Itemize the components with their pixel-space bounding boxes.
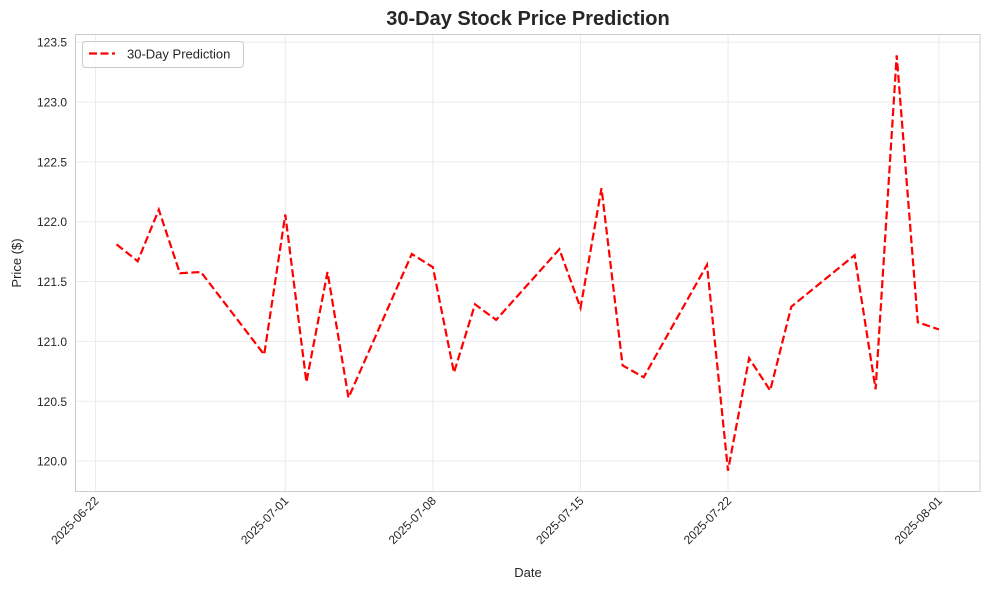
y-tick-label: 121.0: [37, 335, 67, 349]
x-tick-label: 2025-07-22: [681, 493, 735, 547]
x-tick-label: 2025-08-01: [892, 493, 946, 547]
legend: 30-Day Prediction: [83, 42, 244, 68]
x-tick-label: 2025-07-08: [386, 493, 440, 547]
prediction-line: [117, 55, 939, 470]
series-layer: [117, 55, 939, 470]
y-axis-label: Price ($): [9, 238, 24, 287]
y-tick-label: 123.5: [37, 36, 67, 50]
x-tick-label: 2025-06-22: [48, 493, 102, 547]
y-tick-label: 121.5: [37, 275, 67, 289]
chart-title: 30-Day Stock Price Prediction: [386, 8, 669, 30]
x-axis-label: Date: [514, 565, 541, 580]
legend-label: 30-Day Prediction: [127, 47, 230, 62]
y-tick-label: 123.0: [37, 95, 67, 109]
y-tick-label: 120.5: [37, 395, 67, 409]
x-axis-ticks: 2025-06-22 2025-07-01 2025-07-08 2025-07-15…: [48, 493, 945, 547]
y-axis-ticks: 120.0 120.5 121.0 121.5 122.0 122.5 123.0 123.5: [37, 36, 67, 469]
y-tick-label: 122.0: [37, 215, 67, 229]
x-tick-label: 2025-07-01: [238, 493, 292, 547]
x-tick-label: 2025-07-15: [533, 493, 587, 547]
y-tick-label: 122.5: [37, 155, 67, 169]
y-tick-label: 120.0: [37, 455, 67, 469]
